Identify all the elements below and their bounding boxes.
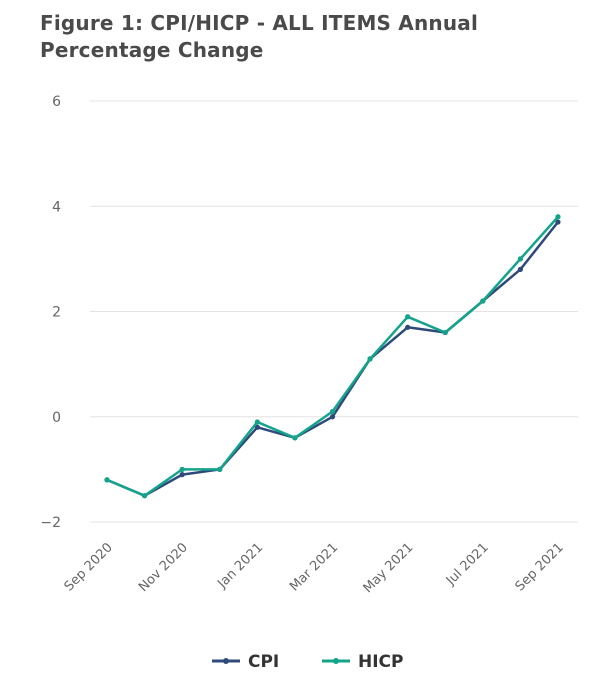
x-tick-label: Mar 2021 (287, 540, 341, 594)
series-line-cpi (105, 220, 560, 497)
x-axis-ticks: Sep 2020 Nov 2020 Jan 2021 Mar 2021 May 2021… (62, 540, 567, 596)
legend-item-cpi[interactable]: CPI (212, 652, 279, 672)
data-point[interactable] (179, 466, 185, 472)
y-tick-label: 0 (52, 410, 61, 426)
data-point[interactable] (480, 298, 486, 304)
x-tick-label: Sep 2021 (513, 540, 567, 594)
legend-marker (333, 658, 339, 664)
data-point[interactable] (442, 329, 448, 336)
data-point[interactable] (292, 435, 298, 441)
x-tick-label: Jul 2021 (443, 540, 492, 589)
data-point[interactable] (141, 493, 148, 499)
y-tick-label: 6 (52, 94, 61, 110)
x-tick-label: Jan 2021 (214, 540, 266, 592)
x-tick-label: Nov 2020 (136, 540, 191, 595)
legend: CPI HICP (212, 652, 404, 672)
legend-item-hicp[interactable]: HICP (322, 652, 404, 672)
x-tick-label: May 2021 (361, 540, 417, 596)
legend-label: HICP (358, 652, 404, 672)
data-point[interactable] (367, 356, 373, 362)
series-lines (104, 214, 561, 499)
data-point[interactable] (405, 324, 411, 330)
data-point[interactable] (555, 214, 561, 220)
data-point[interactable] (104, 477, 110, 483)
y-axis-ticks: −2 0 2 4 6 (40, 94, 61, 531)
data-point[interactable] (329, 414, 336, 420)
data-point[interactable] (405, 314, 411, 320)
chart-title: Figure 1: CPI/HICP - ALL ITEMS Annual Pe… (40, 11, 479, 62)
x-tick-label: Sep 2020 (62, 540, 116, 594)
data-point[interactable] (217, 466, 223, 472)
legend-marker (223, 658, 229, 664)
series-line-hicp (105, 215, 560, 497)
data-point[interactable] (329, 408, 336, 415)
data-point[interactable] (254, 419, 260, 425)
data-point[interactable] (179, 472, 185, 478)
y-tick-label: −2 (40, 515, 61, 531)
y-tick-label: 2 (52, 305, 61, 321)
series-cpi (104, 219, 561, 499)
data-point[interactable] (254, 424, 260, 430)
gridlines (90, 100, 578, 523)
legend-label: CPI (248, 652, 279, 672)
series-hicp (104, 214, 561, 499)
data-point[interactable] (555, 219, 561, 225)
data-point[interactable] (517, 266, 524, 272)
data-point[interactable] (517, 256, 524, 262)
y-tick-label: 4 (52, 199, 61, 215)
